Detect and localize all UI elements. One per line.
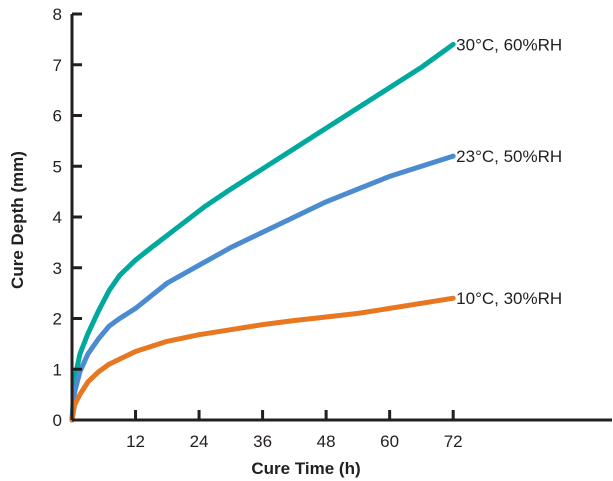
x-tick-label: 60: [380, 432, 399, 451]
x-axis-title: Cure Time (h): [251, 459, 360, 478]
x-tick-label: 48: [317, 432, 336, 451]
y-tick-label: 8: [53, 5, 62, 24]
y-ticks: 0 1 2 3 4 5 6 7 8: [53, 5, 82, 430]
series-line-2: [69, 153, 456, 423]
x-ticks: 12 24 36 48 60 72: [126, 410, 463, 451]
x-tick-label: 24: [190, 432, 209, 451]
x-tick-label: 36: [253, 432, 272, 451]
y-tick-label: 3: [53, 259, 62, 278]
x-tick-label: 12: [126, 432, 145, 451]
y-axis-title: Cure Depth (mm): [8, 151, 27, 289]
y-tick-label: 7: [53, 56, 62, 75]
y-tick-label: 6: [53, 107, 62, 126]
series-line-1: [69, 41, 456, 423]
y-tick-label: 4: [53, 208, 62, 227]
plot-lines: [69, 41, 456, 423]
series-line-3: [69, 295, 456, 423]
x-tick-label: 72: [444, 432, 463, 451]
y-tick-label: 5: [53, 157, 62, 176]
y-tick-label: 2: [53, 310, 62, 329]
series-label-3: 10°C, 30%RH: [456, 289, 562, 308]
y-tick-label: 0: [53, 411, 62, 430]
series-label-1: 30°C, 60%RH: [456, 35, 562, 54]
axes: [70, 14, 612, 422]
series-label-2: 23°C, 50%RH: [456, 147, 562, 166]
series-labels: 30°C, 60%RH 23°C, 50%RH 10°C, 30%RH: [456, 35, 562, 308]
y-tick-label: 1: [53, 360, 62, 379]
